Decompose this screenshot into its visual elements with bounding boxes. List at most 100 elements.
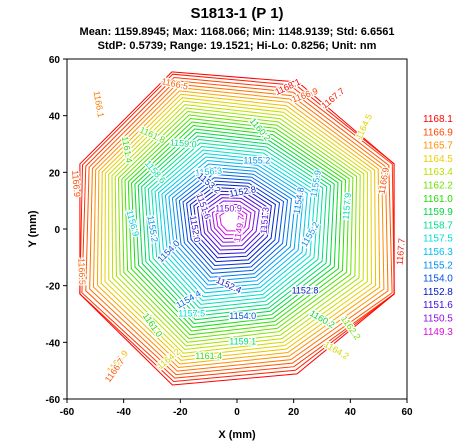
- legend-entry: 1154.0: [423, 274, 453, 285]
- contour-label: 1157.5: [178, 308, 205, 318]
- legend-entry: 1155.2: [423, 260, 453, 271]
- contour-line: [79, 71, 395, 386]
- contour-line: [151, 145, 320, 305]
- contour-label: 1161.4: [195, 351, 222, 361]
- y-tick-label: 0: [54, 225, 60, 236]
- x-tick-label: -40: [116, 407, 131, 418]
- contour-line: [171, 166, 297, 282]
- y-tick-label: 40: [49, 112, 61, 123]
- contour-line: [124, 117, 350, 336]
- x-tick-label: 20: [288, 407, 300, 418]
- contour-label: 1166.9: [376, 167, 391, 195]
- contour-label: 1167.7: [395, 238, 407, 266]
- contour-label: 1166.5: [76, 258, 87, 285]
- y-axis-ticks: 60 40 20 0 -20 -40 -60: [46, 55, 67, 406]
- contour-label: 1158.6: [143, 158, 168, 185]
- contour-label: 1155.2: [243, 155, 270, 165]
- contour-line: [127, 121, 347, 332]
- legend-entry: 1162.2: [423, 181, 453, 192]
- contour-line: [114, 107, 361, 347]
- contour-line: [131, 124, 343, 328]
- contour-line: [154, 149, 316, 302]
- contour-line: [211, 203, 252, 240]
- contour-lines: [79, 71, 395, 386]
- contour-label: 1164.2: [322, 339, 350, 361]
- contour-label: 1167.7: [319, 86, 346, 111]
- contour-line: [186, 180, 281, 267]
- legend-entry: 1149.3: [423, 327, 453, 338]
- contour-line: [104, 97, 372, 358]
- y-tick-label: 60: [49, 55, 61, 66]
- contour-line: [200, 193, 264, 251]
- contour-line: [157, 152, 312, 298]
- contour-line: [111, 104, 365, 351]
- contour-line: [164, 159, 304, 290]
- legend-entry: 1164.5: [423, 154, 453, 165]
- contour-label: 1151.3: [259, 207, 271, 235]
- x-tick-label: 0: [234, 407, 240, 418]
- contour-line: [144, 138, 328, 313]
- chart-title: S1813-1 (P 1): [190, 5, 283, 22]
- contour-label: 1161.4: [120, 135, 135, 163]
- contour-line: [137, 131, 335, 321]
- contour-line: [175, 170, 293, 278]
- legend-entry: 1157.5: [423, 234, 453, 245]
- legend-entry: 1165.7: [423, 141, 453, 152]
- contour-label: 1164.5: [354, 112, 374, 141]
- contour-label: 1150.9: [215, 204, 242, 214]
- contour-label: 1154.0: [229, 311, 256, 321]
- contour-line: [161, 156, 308, 294]
- contour-label: 1154.8: [291, 186, 306, 214]
- contour-label: 1159.1: [229, 337, 256, 347]
- legend-entry: 1151.6: [423, 300, 453, 311]
- contour-line: [100, 93, 377, 361]
- contour-label: 1155.9: [308, 169, 323, 197]
- contour-line: [147, 142, 324, 309]
- contour-line: [141, 135, 332, 317]
- contour-line: [182, 177, 285, 270]
- y-tick-label: 20: [49, 168, 61, 179]
- contour-label: 1159.0: [169, 137, 197, 149]
- contour-label: 1166.1: [92, 90, 107, 118]
- contour-line: [193, 187, 272, 259]
- color-legend: 1168.1 1166.9 1165.7 1164.5 1163.4 1162.2 1161…: [423, 114, 453, 338]
- contour-line: [121, 114, 354, 340]
- y-tick-label: -40: [46, 338, 61, 349]
- contour-label: 1152.4: [214, 275, 243, 295]
- contour-label: 1157.9: [341, 192, 353, 220]
- x-tick-label: -20: [173, 407, 188, 418]
- contour-line: [117, 110, 358, 343]
- contour-line: [219, 210, 244, 232]
- contour-label: 1152.8: [228, 184, 256, 199]
- legend-entry: 1163.4: [423, 167, 453, 178]
- stats-line-1: Mean: 1159.8945; Max: 1168.066; Min: 114…: [80, 26, 395, 38]
- x-axis-ticks: -60 -40 -20 0 20 40 60: [60, 399, 413, 418]
- contour-line: [204, 197, 260, 247]
- legend-entry: 1161.0: [423, 194, 453, 205]
- legend-entry: 1159.9: [423, 207, 453, 218]
- contour-line: [189, 183, 276, 263]
- contour-label: 1149.7: [232, 215, 247, 243]
- x-tick-label: -60: [60, 407, 75, 418]
- contour-line: [215, 206, 248, 236]
- contour-label: 1152.8: [292, 286, 319, 296]
- contour-labels: 1168.1 1167.71166.91166.51166.11166.91166…: [69, 75, 408, 385]
- contour-label: 1155.2: [299, 220, 321, 248]
- legend-entry: 1156.3: [423, 247, 453, 258]
- legend-entry: 1168.1: [423, 114, 453, 125]
- contour-line: [85, 80, 393, 376]
- x-tick-label: 60: [401, 407, 413, 418]
- contour-label: 1166.9: [70, 170, 82, 198]
- y-tick-label: -60: [46, 395, 61, 406]
- y-axis-label: Y (mm): [27, 210, 39, 247]
- stats-line-2: StdP: 0.5739; Range: 19.1521; Hi-Lo: 0.8…: [98, 40, 377, 52]
- y-tick-label: -20: [46, 282, 61, 293]
- contour-line: [81, 76, 395, 379]
- contour-line: [92, 86, 385, 369]
- contour-line: [208, 200, 256, 243]
- x-tick-label: 40: [345, 407, 357, 418]
- legend-entry: 1158.7: [423, 220, 453, 231]
- contour-label: 1156.3: [195, 166, 223, 178]
- contour-line: [196, 190, 268, 255]
